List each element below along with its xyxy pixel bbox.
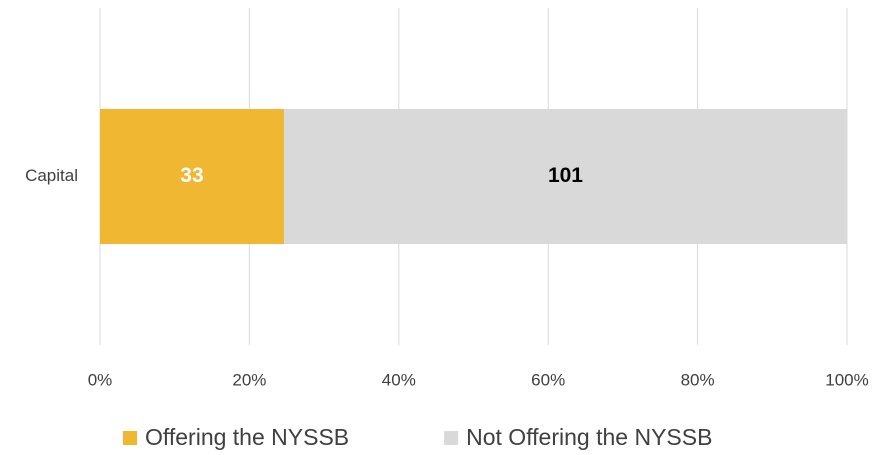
legend-label: Offering the NYSSB — [145, 424, 349, 450]
legend-swatch — [123, 431, 137, 445]
x-tick-label: 60% — [531, 370, 565, 389]
x-tick-label: 100% — [825, 370, 868, 389]
x-tick-label: 20% — [232, 370, 266, 389]
data-label: 101 — [548, 164, 583, 187]
data-label: 33 — [180, 164, 203, 187]
x-tick-label: 0% — [88, 370, 113, 389]
bar — [283, 109, 848, 244]
y-tick-label: Capital — [25, 166, 78, 185]
legend-swatch — [444, 431, 459, 445]
x-tick-label: 40% — [382, 370, 416, 389]
legend-label: Not Offering the NYSSB — [466, 424, 712, 450]
x-tick-label: 80% — [681, 370, 715, 389]
bar — [100, 109, 284, 244]
